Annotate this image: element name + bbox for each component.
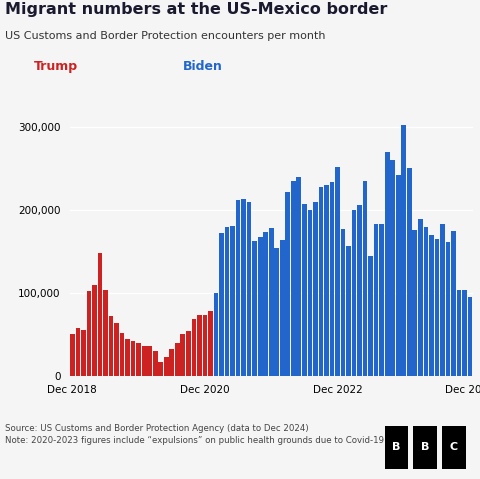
Bar [286,193,290,376]
Bar [429,235,434,376]
Bar [468,297,472,376]
Bar [390,160,395,376]
Bar [103,290,108,376]
Bar [97,253,102,376]
Bar [264,232,268,376]
Bar [434,239,439,376]
Bar [374,224,379,376]
Text: Migrant numbers at the US-Mexico border: Migrant numbers at the US-Mexico border [5,2,387,17]
Text: C: C [450,442,458,452]
Bar [142,346,146,376]
Bar [158,362,163,376]
Bar [324,185,329,376]
Bar [313,202,318,376]
Bar [225,228,229,376]
Bar [396,175,401,376]
Bar [86,291,91,376]
Bar [418,219,423,376]
FancyBboxPatch shape [442,426,466,469]
Bar [258,237,263,376]
Bar [230,227,235,376]
Bar [445,242,450,376]
Bar [440,224,445,376]
Bar [120,333,124,376]
Bar [186,331,191,376]
Bar [125,339,130,376]
Bar [330,182,334,376]
Text: B: B [392,442,400,452]
Bar [247,202,252,376]
Bar [219,233,224,376]
Bar [70,334,75,376]
Bar [192,319,196,376]
Bar [108,316,113,376]
Bar [319,187,323,376]
Bar [147,346,152,376]
Text: Biden: Biden [182,60,222,73]
Bar [352,210,356,376]
Bar [302,204,307,376]
Bar [241,199,246,376]
Bar [451,230,456,376]
Bar [208,311,213,376]
Text: US Customs and Border Protection encounters per month: US Customs and Border Protection encount… [5,31,325,41]
Bar [385,152,390,376]
Bar [401,125,406,376]
Bar [346,246,351,376]
Bar [269,228,274,376]
Bar [280,240,285,376]
Bar [169,349,174,376]
Bar [335,167,340,376]
Bar [291,181,296,376]
Bar [363,181,368,376]
Text: Source: US Customs and Border Protection Agency (data to Dec 2024)
Note: 2020-20: Source: US Customs and Border Protection… [5,424,384,445]
Bar [412,230,417,376]
Bar [175,343,180,376]
Bar [92,285,97,376]
Bar [197,315,202,376]
Bar [136,343,141,376]
Bar [114,323,119,376]
Bar [275,248,279,376]
Bar [297,177,301,376]
Bar [379,224,384,376]
Bar [368,256,373,376]
Text: Trump: Trump [34,60,78,73]
Bar [308,210,312,376]
Text: B: B [421,442,429,452]
Bar [456,290,461,376]
Bar [407,168,412,376]
Bar [214,293,218,376]
Bar [180,334,185,376]
Bar [462,290,467,376]
Bar [423,228,428,376]
FancyBboxPatch shape [384,426,408,469]
Bar [236,200,240,376]
Bar [153,351,157,376]
Bar [81,331,86,376]
Bar [131,341,135,376]
FancyBboxPatch shape [413,426,437,469]
Bar [357,205,362,376]
Bar [341,229,345,376]
Bar [203,315,207,376]
Bar [252,241,257,376]
Bar [164,357,168,376]
Bar [75,328,80,376]
